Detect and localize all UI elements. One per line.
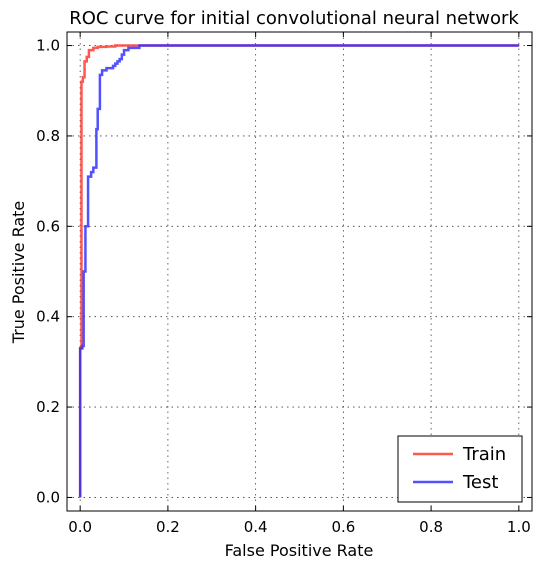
legend-label-test: Test (462, 472, 498, 493)
x-tick-label: 0.6 (331, 518, 355, 536)
y-tick-label: 0.0 (36, 488, 60, 506)
legend: Train Test (397, 435, 523, 503)
chart-title: ROC curve for initial convolutional neur… (69, 8, 519, 29)
x-axis-label: False Positive Rate (225, 541, 374, 560)
legend-label-train: Train (462, 444, 506, 465)
plot-area-frame (66, 31, 533, 512)
x-tick-label: 1.0 (507, 518, 531, 536)
y-ticks: 0.0 0.2 0.4 0.6 0.8 1.0 (36, 37, 532, 506)
x-tick-label: 0.2 (156, 518, 180, 536)
series-line-test (78, 44, 519, 498)
legend-box (397, 435, 523, 503)
x-tick-label: 0.8 (419, 518, 443, 536)
y-axis-label: True Positive Rate (9, 201, 28, 345)
x-tick-label: 0.0 (68, 518, 92, 536)
y-tick-label: 0.6 (36, 217, 60, 235)
y-tick-label: 0.4 (36, 308, 60, 326)
y-tick-label: 1.0 (36, 37, 60, 55)
series-lines (78, 44, 519, 498)
y-tick-label: 0.8 (36, 127, 60, 145)
series-line-train (78, 44, 519, 498)
y-tick-label: 0.2 (36, 398, 60, 416)
x-tick-label: 0.4 (244, 518, 268, 536)
x-ticks: 0.0 0.2 0.4 0.6 0.8 1.0 (68, 32, 531, 536)
